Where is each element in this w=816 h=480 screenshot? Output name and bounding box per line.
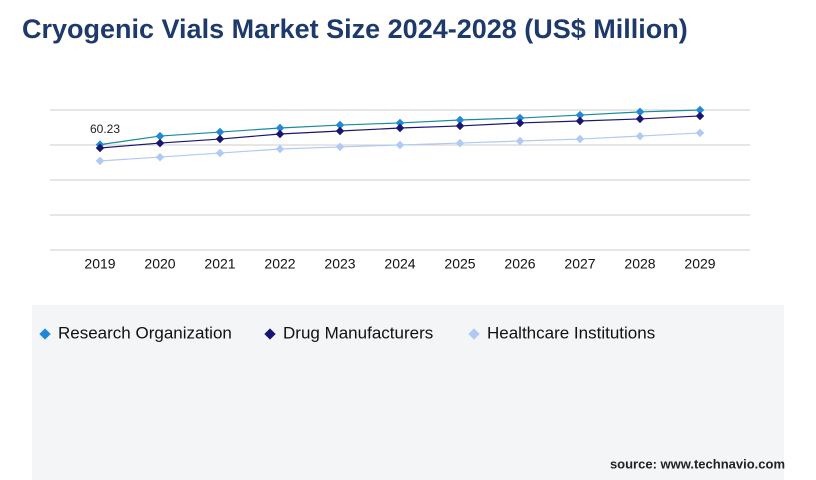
x-tick-label: 2029 (684, 256, 715, 272)
data-point (215, 127, 225, 137)
data-point (335, 126, 345, 136)
data-point (275, 129, 285, 139)
legend-label: Research Organization (58, 323, 232, 342)
data-point (275, 144, 285, 154)
legend-marker (264, 328, 276, 340)
data-point (695, 111, 705, 121)
x-tick-label: 2022 (264, 256, 295, 272)
data-point (95, 156, 105, 166)
x-tick-label: 2026 (504, 256, 535, 272)
data-point (455, 115, 465, 125)
legend-panel (32, 305, 784, 480)
x-tick-label: 2020 (144, 256, 175, 272)
legend-marker (39, 328, 51, 340)
chart-title: Cryogenic Vials Market Size 2024-2028 (U… (22, 14, 688, 44)
x-tick-label: 2023 (324, 256, 355, 272)
data-point (155, 131, 165, 141)
data-point (515, 136, 525, 146)
data-point (335, 142, 345, 152)
x-tick-label: 2027 (564, 256, 595, 272)
data-point (215, 148, 225, 158)
x-tick-label: 2025 (444, 256, 475, 272)
data-point (575, 116, 585, 126)
data-point (95, 143, 105, 153)
data-point (395, 123, 405, 133)
data-point (575, 134, 585, 144)
legend-marker (468, 328, 480, 340)
x-tick-label: 2028 (624, 256, 655, 272)
x-tick-label: 2019 (84, 256, 115, 272)
source: source: www.technavio.com (610, 456, 785, 471)
data-point (395, 140, 405, 150)
data-point (635, 131, 645, 141)
data-point (635, 114, 645, 124)
data-point (155, 152, 165, 162)
x-tick-label: 2021 (204, 256, 235, 272)
data-point (695, 128, 705, 138)
data-point (455, 121, 465, 131)
data-point (215, 134, 225, 144)
data-point (455, 138, 465, 148)
legend-label: Healthcare Institutions (487, 323, 655, 342)
data-point (395, 118, 405, 128)
data-point (275, 123, 285, 133)
data-point (155, 138, 165, 148)
data-label: 60.23 (90, 122, 120, 136)
legend-label: Drug Manufacturers (283, 323, 433, 342)
data-point (515, 118, 525, 128)
x-tick-label: 2024 (384, 256, 415, 272)
data-point (335, 120, 345, 130)
